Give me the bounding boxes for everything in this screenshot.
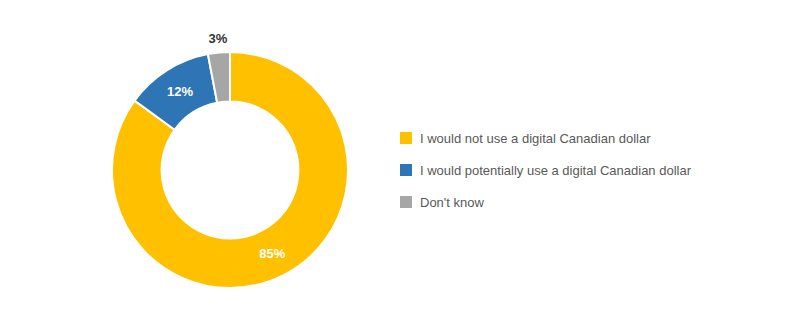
legend-swatch <box>400 132 412 144</box>
slice <box>208 52 230 103</box>
data-label: 85% <box>259 246 285 261</box>
chart-container: 85% 12% 3% I would not use a digital Canadi… <box>0 0 801 316</box>
legend-label: I would not use a digital Canadian dolla… <box>420 131 651 146</box>
slice <box>112 52 348 288</box>
legend-label: Don't know <box>420 195 485 210</box>
slices <box>112 52 348 288</box>
legend: I would not use a digital Canadian dolla… <box>400 131 692 210</box>
data-label: 3% <box>209 31 228 46</box>
data-labels: 85% 12% 3% <box>167 31 286 261</box>
legend-swatch <box>400 164 412 176</box>
chart-svg: 85% 12% 3% I would not use a digital Canadi… <box>0 0 801 316</box>
data-label: 12% <box>167 84 193 99</box>
legend-label: I would potentially use a digital Canadi… <box>420 163 692 178</box>
legend-swatch <box>400 196 412 208</box>
slice <box>135 54 218 130</box>
